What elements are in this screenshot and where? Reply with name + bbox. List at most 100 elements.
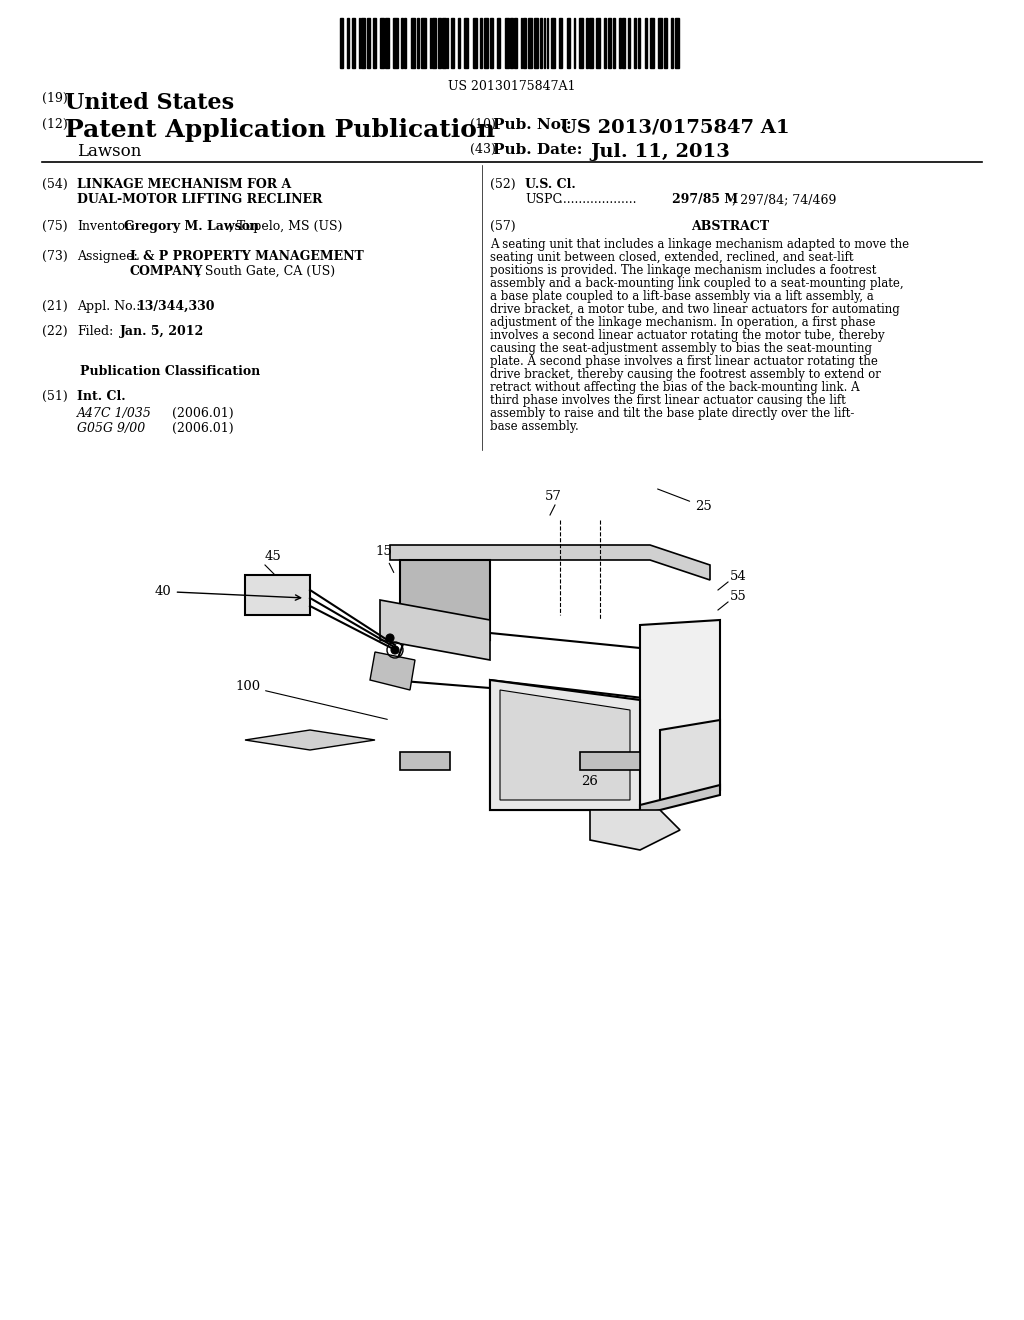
Bar [417,18,419,69]
Bar [540,18,542,69]
Bar [523,18,526,69]
Bar [484,18,487,69]
Text: a base plate coupled to a lift-base assembly via a lift assembly, a: a base plate coupled to a lift-base asse… [490,290,873,304]
Text: assembly and a back-mounting link coupled to a seat-mounting plate,: assembly and a back-mounting link couple… [490,277,903,290]
Text: 297/85 M: 297/85 M [672,193,738,206]
Bar [596,18,600,69]
Bar [498,18,501,69]
Bar [411,18,415,69]
Bar [664,18,668,69]
Text: United States: United States [65,92,234,114]
Bar [634,18,636,69]
Bar [385,18,389,69]
Bar [608,18,610,69]
Text: drive bracket, thereby causing the footrest assembly to extend or: drive bracket, thereby causing the footr… [490,368,881,381]
Polygon shape [400,560,490,640]
Text: Int. Cl.: Int. Cl. [77,389,126,403]
Bar [514,18,517,69]
Text: ABSTRACT: ABSTRACT [691,220,769,234]
Text: 57: 57 [545,490,562,503]
Text: causing the seat-adjustment assembly to bias the seat-mounting: causing the seat-adjustment assembly to … [490,342,872,355]
Bar [645,18,647,69]
Text: COMPANY: COMPANY [130,265,204,279]
Bar [612,18,614,69]
Text: , South Gate, CA (US): , South Gate, CA (US) [197,265,335,279]
Bar [452,18,455,69]
Text: 25: 25 [657,488,712,513]
Bar [672,18,673,69]
Bar [480,18,482,69]
Text: Publication Classification: Publication Classification [80,366,260,378]
Text: A seating unit that includes a linkage mechanism adapted to move the: A seating unit that includes a linkage m… [490,238,909,251]
Bar [510,18,513,69]
Bar [446,18,447,69]
Polygon shape [390,545,710,579]
Bar [464,18,468,69]
Bar [361,18,365,69]
Text: Jan. 5, 2012: Jan. 5, 2012 [120,325,204,338]
Text: (12): (12) [42,117,68,131]
Text: (73): (73) [42,249,68,263]
Text: 55: 55 [730,590,746,603]
Text: (52): (52) [490,178,516,191]
Bar [380,18,384,69]
Text: Inventor:: Inventor: [77,220,135,234]
Bar [347,18,348,69]
Text: third phase involves the first linear actuator causing the lift: third phase involves the first linear ac… [490,393,846,407]
Polygon shape [245,730,375,750]
Bar [580,752,640,770]
Text: 13/344,330: 13/344,330 [137,300,215,313]
Text: 100: 100 [234,680,387,719]
Text: Gregory M. Lawson: Gregory M. Lawson [124,220,259,234]
Bar [623,18,626,69]
Bar [589,18,593,69]
Bar [551,18,555,69]
Text: G05G 9/00: G05G 9/00 [77,422,145,436]
Text: drive bracket, a motor tube, and two linear actuators for automating: drive bracket, a motor tube, and two lin… [490,304,900,315]
Text: (57): (57) [490,220,516,234]
Bar [580,18,583,69]
Bar [559,18,562,69]
Bar [620,18,622,69]
Polygon shape [640,620,720,810]
Polygon shape [370,652,415,690]
Text: plate. A second phase involves a first linear actuator rotating the: plate. A second phase involves a first l… [490,355,878,368]
Text: US 20130175847A1: US 20130175847A1 [449,81,575,92]
Bar [401,18,403,69]
Bar [373,18,377,69]
Bar [657,18,662,69]
Text: base assembly.: base assembly. [490,420,579,433]
Bar [441,18,445,69]
Text: (51): (51) [42,389,68,403]
Text: adjustment of the linkage mechanism. In operation, a first phase: adjustment of the linkage mechanism. In … [490,315,876,329]
Text: (21): (21) [42,300,68,313]
Text: retract without affecting the bias of the back-mounting link. A: retract without affecting the bias of th… [490,381,859,393]
Text: US 2013/0175847 A1: US 2013/0175847 A1 [560,117,790,136]
Text: seating unit between closed, extended, reclined, and seat-lift: seating unit between closed, extended, r… [490,251,853,264]
Text: 15: 15 [375,545,394,573]
Text: (22): (22) [42,325,68,338]
Text: (2006.01): (2006.01) [172,407,233,420]
Bar [675,18,679,69]
Bar [586,18,588,69]
Text: Jul. 11, 2013: Jul. 11, 2013 [590,143,730,161]
Text: assembly to raise and tilt the base plate directly over the lift-: assembly to raise and tilt the base plat… [490,407,854,420]
Bar [473,18,477,69]
Text: Patent Application Publication: Patent Application Publication [65,117,496,143]
Bar [245,576,310,615]
Bar [458,18,460,69]
Bar [404,18,407,69]
Bar [604,18,606,69]
Text: , Tupelo, MS (US): , Tupelo, MS (US) [229,220,342,234]
Text: (2006.01): (2006.01) [172,422,233,436]
Bar [505,18,509,69]
Text: 54: 54 [730,570,746,583]
Text: Filed:: Filed: [77,325,114,338]
Text: ; 297/84; 74/469: ; 297/84; 74/469 [732,193,837,206]
Bar [430,18,431,69]
Text: U.S. Cl.: U.S. Cl. [525,178,575,191]
Text: 45: 45 [265,550,282,564]
Bar [432,18,436,69]
Polygon shape [500,690,630,800]
Bar [340,18,343,69]
